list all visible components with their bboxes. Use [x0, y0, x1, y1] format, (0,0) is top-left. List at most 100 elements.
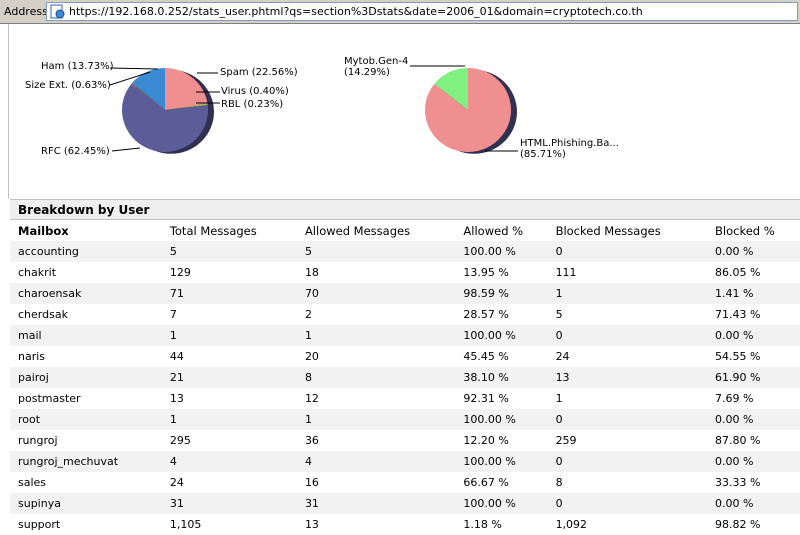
- cell-blocked-messages: 13: [547, 367, 708, 388]
- column-header-total-messages: Total Messages: [161, 220, 297, 241]
- pie-slice-ham: [132, 68, 165, 110]
- cell-total-messages: 24: [161, 472, 297, 493]
- cell-blocked-messages: 8: [547, 472, 708, 493]
- cell-allowed-messages: 20: [296, 346, 456, 367]
- cell-allowed-percent: 100.00 %: [455, 409, 548, 430]
- cell-blocked-messages: 111: [547, 262, 708, 283]
- frame-divider: [8, 24, 9, 199]
- pie-slice-mytob: [434, 68, 468, 110]
- cell-total-messages: 295: [161, 430, 297, 451]
- cell-total-messages: 1: [161, 409, 297, 430]
- cell-mailbox: sales: [10, 472, 162, 493]
- cell-blocked-messages: 1: [547, 283, 708, 304]
- cell-mailbox: cherdsak: [10, 304, 162, 325]
- cell-allowed-messages: 5: [296, 241, 456, 262]
- cell-allowed-percent: 98.59 %: [455, 283, 548, 304]
- cell-blocked-percent: 0.00 %: [707, 241, 800, 262]
- pie-slice-rfc: [122, 83, 208, 152]
- table-row: support 1,105 13 1.18 % 1,092 98.82 %: [10, 514, 800, 535]
- cell-total-messages: 1,105: [161, 514, 297, 535]
- pie-slice-size-ext: [131, 82, 165, 110]
- pie-label-rfc: RFC (62.45%): [41, 146, 110, 157]
- cell-allowed-messages: 12: [296, 388, 456, 409]
- cell-total-messages: 31: [161, 493, 297, 514]
- table-row: charoensak 71 70 98.59 % 1 1.41 %: [10, 283, 800, 304]
- pie-leader-line: [111, 147, 141, 152]
- cell-total-messages: 4: [161, 451, 297, 472]
- cell-total-messages: 44: [161, 346, 297, 367]
- pie-slice-rbl: [165, 104, 208, 110]
- table-row: sales 24 16 66.67 % 8 33.33 %: [10, 472, 800, 493]
- cell-mailbox: support: [10, 514, 162, 535]
- cell-total-messages: 13: [161, 388, 297, 409]
- cell-allowed-percent: 66.67 %: [455, 472, 548, 493]
- cell-allowed-messages: 1: [296, 409, 456, 430]
- cell-blocked-percent: 0.00 %: [707, 451, 800, 472]
- cell-allowed-messages: 4: [296, 451, 456, 472]
- cell-allowed-messages: 13: [296, 514, 456, 535]
- column-header-allowed-messages: Allowed Messages: [296, 220, 456, 241]
- breakdown-header: Breakdown by User: [10, 199, 800, 220]
- column-header-blocked-messages: Blocked Messages: [547, 220, 708, 241]
- table-header-row: Mailbox Total Messages Allowed Messages …: [10, 220, 800, 241]
- breakdown-section: Breakdown by User Mailbox Total Messages…: [10, 199, 800, 535]
- spam-stats-pie-chart: [109, 67, 220, 154]
- pie-label-ham: Ham (13.73%): [41, 61, 114, 72]
- pie-slice-spam: [165, 68, 208, 110]
- cell-allowed-percent: 100.00 %: [455, 451, 548, 472]
- table-row: cherdsak 7 2 28.57 % 5 71.43 %: [10, 304, 800, 325]
- breakdown-table: Mailbox Total Messages Allowed Messages …: [10, 220, 800, 535]
- pie-label-html-phishing: HTML.Phishing.Ba... (85.71%): [520, 138, 619, 160]
- charts-area: Ham (13.73%) Size Ext. (0.63%) Spam (22.…: [0, 24, 800, 199]
- breakdown-title: Breakdown by User: [18, 203, 150, 217]
- cell-blocked-messages: 24: [547, 346, 708, 367]
- cell-allowed-messages: 2: [296, 304, 456, 325]
- cell-blocked-messages: 259: [547, 430, 708, 451]
- table-row: accounting 5 5 100.00 % 0 0.00 %: [10, 241, 800, 262]
- cell-blocked-messages: 0: [547, 325, 708, 346]
- cell-mailbox: root: [10, 409, 162, 430]
- virus-stats-pie-chart: [410, 65, 518, 154]
- cell-blocked-messages: 0: [547, 241, 708, 262]
- column-header-mailbox: Mailbox: [10, 220, 162, 241]
- column-header-blocked-percent: Blocked %: [707, 220, 800, 241]
- cell-allowed-messages: 70: [296, 283, 456, 304]
- cell-blocked-percent: 0.00 %: [707, 493, 800, 514]
- cell-total-messages: 71: [161, 283, 297, 304]
- cell-allowed-messages: 18: [296, 262, 456, 283]
- cell-allowed-percent: 92.31 %: [455, 388, 548, 409]
- cell-mailbox: postmaster: [10, 388, 162, 409]
- pie-slice-virus: [165, 103, 208, 110]
- table-row: naris 44 20 45.45 % 24 54.55 %: [10, 346, 800, 367]
- cell-total-messages: 129: [161, 262, 297, 283]
- address-label: Address: [4, 5, 48, 18]
- cell-mailbox: chakrit: [10, 262, 162, 283]
- cell-allowed-messages: 31: [296, 493, 456, 514]
- cell-allowed-percent: 100.00 %: [455, 325, 548, 346]
- cell-total-messages: 1: [161, 325, 297, 346]
- cell-blocked-messages: 5: [547, 304, 708, 325]
- cell-mailbox: supinya: [10, 493, 162, 514]
- pie-leader-line: [109, 71, 151, 86]
- cell-allowed-percent: 45.45 %: [455, 346, 548, 367]
- table-row: chakrit 129 18 13.95 % 111 86.05 %: [10, 262, 800, 283]
- cell-blocked-messages: 1,092: [547, 514, 708, 535]
- address-input[interactable]: https://192.168.0.252/stats_user.phtml?q…: [46, 2, 798, 21]
- column-header-allowed-percent: Allowed %: [455, 220, 548, 241]
- table-row: supinya 31 31 100.00 % 0 0.00 %: [10, 493, 800, 514]
- cell-total-messages: 21: [161, 367, 297, 388]
- pie-label-size-ext: Size Ext. (0.63%): [25, 80, 111, 91]
- table-row: rungroj_mechuvat 4 4 100.00 % 0 0.00 %: [10, 451, 800, 472]
- cell-allowed-percent: 38.10 %: [455, 367, 548, 388]
- cell-allowed-percent: 28.57 %: [455, 304, 548, 325]
- cell-allowed-messages: 8: [296, 367, 456, 388]
- cell-mailbox: rungroj: [10, 430, 162, 451]
- cell-allowed-percent: 100.00 %: [455, 493, 548, 514]
- cell-blocked-percent: 0.00 %: [707, 325, 800, 346]
- cell-total-messages: 5: [161, 241, 297, 262]
- table-row: postmaster 13 12 92.31 % 1 7.69 %: [10, 388, 800, 409]
- cell-blocked-messages: 0: [547, 451, 708, 472]
- cell-mailbox: accounting: [10, 241, 162, 262]
- cell-mailbox: charoensak: [10, 283, 162, 304]
- pie-label-virus: Virus (0.40%): [221, 86, 289, 97]
